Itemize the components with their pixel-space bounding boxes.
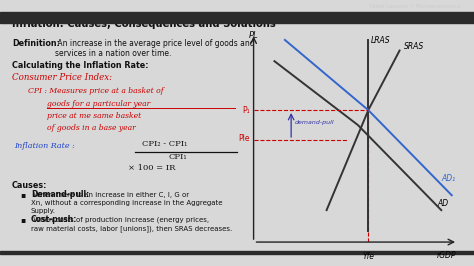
Text: rGDP: rGDP bbox=[437, 251, 456, 260]
Text: When there is an increase in either C, I, G or
Xn, without a corresponding incre: When there is an increase in either C, I… bbox=[31, 192, 222, 214]
Text: Consumer Price Index:: Consumer Price Index: bbox=[12, 73, 112, 82]
Text: Calculating the Inflation Rate:: Calculating the Inflation Rate: bbox=[12, 61, 148, 70]
Text: PL: PL bbox=[249, 31, 258, 40]
Text: × 100 = IR: × 100 = IR bbox=[128, 164, 175, 172]
Text: Yfe: Yfe bbox=[362, 252, 374, 261]
Text: An increase in the average price level of goods and
services in a nation over ti: An increase in the average price level o… bbox=[55, 39, 254, 58]
Text: AD₁: AD₁ bbox=[441, 174, 456, 183]
Text: P₁: P₁ bbox=[242, 106, 250, 115]
Text: demand-pull: demand-pull bbox=[294, 120, 334, 125]
Text: Video Lessons > Microeconomics: Video Lessons > Microeconomics bbox=[369, 4, 460, 9]
Text: CPI₁: CPI₁ bbox=[168, 153, 187, 161]
Text: of goods in a base year: of goods in a base year bbox=[47, 124, 136, 132]
Bar bbox=[0, 12, 474, 23]
Text: price at me same basket: price at me same basket bbox=[47, 112, 142, 120]
Text: Definition:: Definition: bbox=[12, 39, 60, 48]
Text: goods for a particular year: goods for a particular year bbox=[47, 100, 151, 108]
Text: Causes:: Causes: bbox=[12, 181, 47, 190]
Text: ▪: ▪ bbox=[20, 215, 25, 224]
Text: When costs of production increase (energy prices,
raw material costs, labor [uni: When costs of production increase (energ… bbox=[31, 217, 232, 232]
Text: Ple: Ple bbox=[238, 134, 250, 143]
Text: SRAS: SRAS bbox=[404, 42, 424, 51]
Text: CPI : Measures price at a basket of: CPI : Measures price at a basket of bbox=[28, 87, 164, 95]
Text: Inflation: Causes, Consequences and Solutions: Inflation: Causes, Consequences and Solu… bbox=[12, 19, 275, 29]
Text: Cost-push:: Cost-push: bbox=[31, 215, 77, 224]
Text: Inflation Rate :: Inflation Rate : bbox=[14, 142, 75, 149]
Text: ▪: ▪ bbox=[20, 190, 25, 199]
Bar bbox=[0, 251, 474, 254]
Text: AD: AD bbox=[437, 199, 448, 208]
Text: CPI₂ - CPI₁: CPI₂ - CPI₁ bbox=[142, 140, 188, 148]
Text: Demand-pull:: Demand-pull: bbox=[31, 190, 89, 199]
Text: LRAS: LRAS bbox=[370, 36, 390, 45]
